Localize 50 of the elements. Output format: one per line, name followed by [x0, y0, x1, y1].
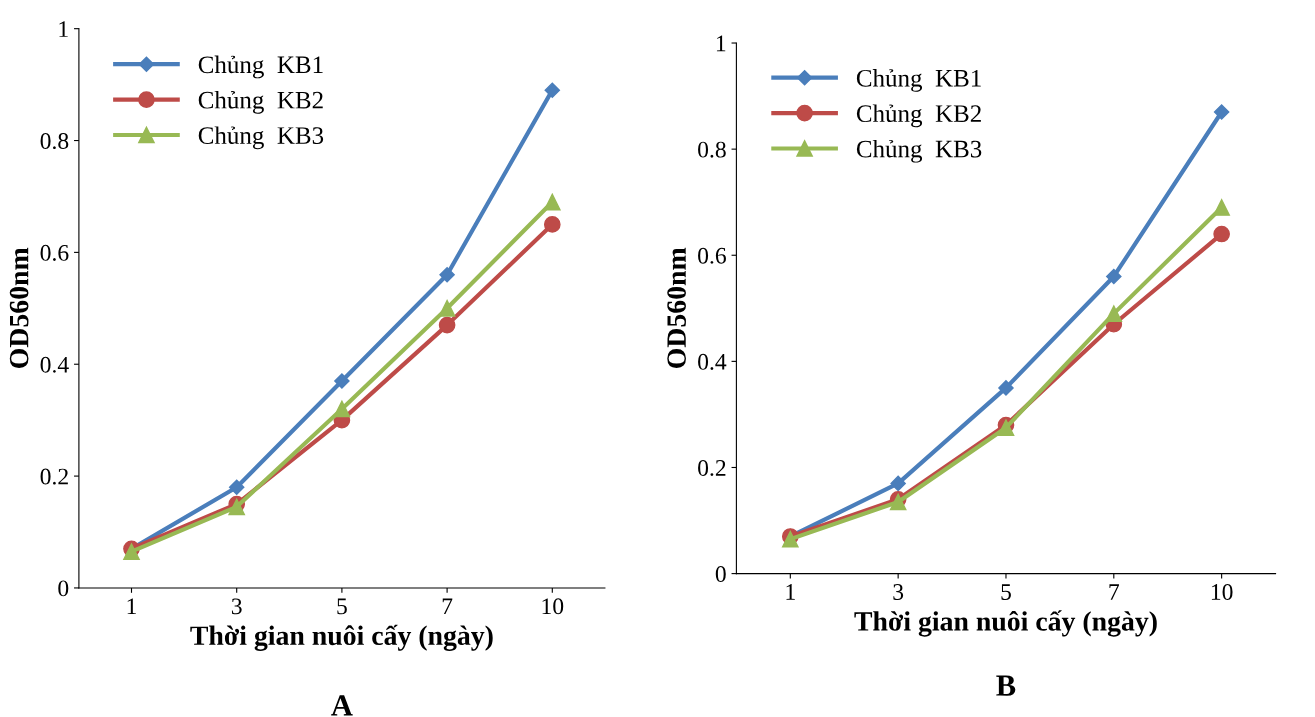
y-tick-label: 1 [716, 35, 726, 52]
x-tick-label: 7 [442, 598, 453, 615]
x-tick-label: 3 [893, 584, 904, 600]
x-tick-label: 1 [786, 584, 795, 600]
x-tick-label: 10 [1211, 584, 1233, 600]
y-axis-title: OD560nm [9, 247, 29, 368]
y-tick-label: 0.4 [698, 353, 727, 370]
y-axis-title: OD560nm [667, 247, 686, 368]
y-tick-label: 0.8 [40, 133, 69, 150]
point [1213, 104, 1230, 120]
x-tick-label: 3 [231, 598, 242, 615]
legend-label: Chủng KB3 [198, 126, 324, 150]
legend-label: Chủng KB1 [198, 55, 323, 79]
point [438, 316, 456, 334]
x-axis-title: Thời gian nuôi cấy (ngày) [190, 624, 493, 651]
y-tick-label: 0 [715, 566, 726, 583]
y-tick-label: 0 [58, 580, 69, 597]
legend-label: Chủng KB1 [856, 69, 981, 92]
x-tick-label: 5 [337, 598, 347, 615]
point [438, 299, 456, 317]
text: B [996, 675, 1016, 696]
x-tick-label: 10 [542, 598, 564, 615]
point [1105, 305, 1123, 322]
legend-label: Chủng KB3 [856, 139, 982, 163]
y-tick-label: 1 [59, 21, 68, 37]
y-tick-label: 0.2 [40, 468, 68, 485]
point [890, 475, 906, 492]
y-tick-label: 0.4 [40, 356, 69, 373]
point [333, 400, 351, 418]
text: A [331, 695, 353, 716]
point [998, 380, 1014, 396]
point [543, 216, 561, 233]
x-tick-label: 5 [1001, 584, 1011, 600]
legend-label: Chủng KB2 [856, 104, 981, 128]
point [1106, 268, 1122, 285]
y-tick-label: 0.2 [698, 459, 726, 477]
point [1213, 199, 1230, 216]
point [1213, 225, 1230, 243]
y-tick-label: 0.6 [698, 247, 726, 264]
x-tick-label: 1 [127, 598, 136, 615]
x-tick-label: 7 [1109, 584, 1120, 600]
x-axis-title: Thời gian nuôi cấy (ngày) [854, 610, 1157, 637]
point [439, 266, 455, 283]
point [228, 479, 245, 496]
point [544, 82, 561, 98]
point [543, 193, 561, 211]
y-tick-label: 0.8 [698, 141, 726, 158]
legend-label: Chủng KB2 [198, 91, 323, 114]
y-tick-label: 0.6 [40, 244, 69, 261]
point [334, 373, 350, 389]
